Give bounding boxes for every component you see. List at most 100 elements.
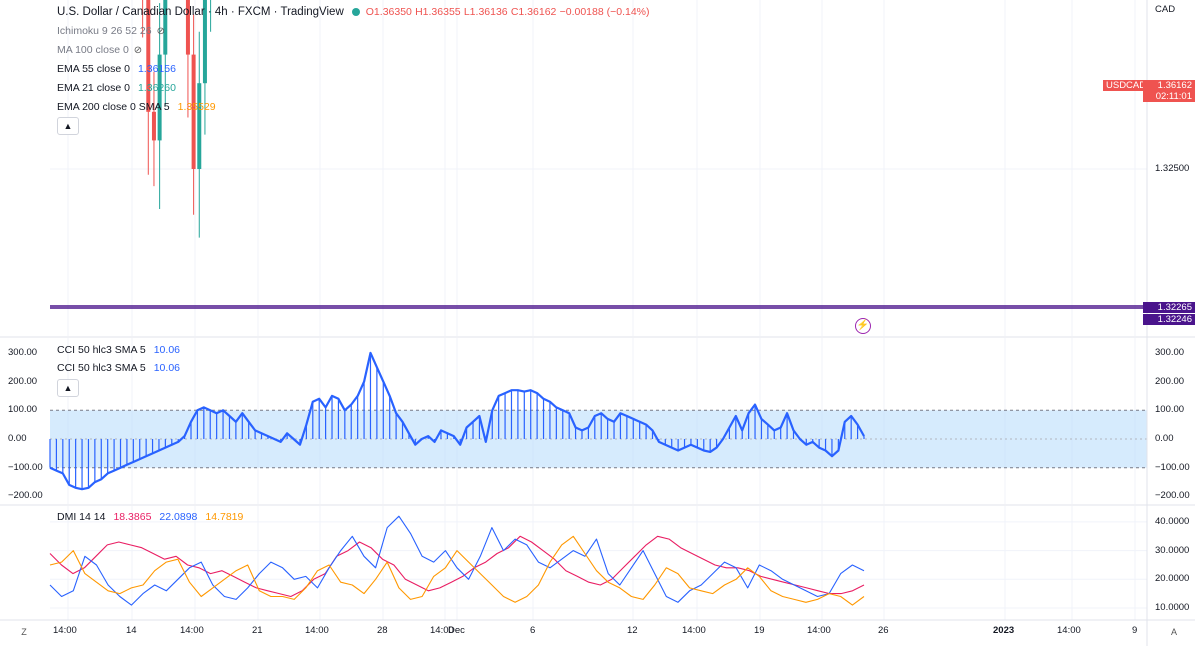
chart-header: U.S. Dollar / Canadian Dollar · 4h · FXC…: [57, 6, 650, 18]
collapse-legend-button[interactable]: ▲: [57, 117, 79, 135]
ohlc-high: H1.36355: [415, 6, 461, 18]
dmi-tick-label: 20.0000: [1155, 573, 1190, 585]
time-tick-label: 19: [754, 625, 765, 636]
legend-dmi-v1: 18.3865: [113, 511, 152, 523]
dmi-tick-label: 40.0000: [1155, 515, 1190, 527]
adx-line: [49, 535, 865, 598]
time-tick-label: 14:00: [180, 625, 204, 636]
symbol-title[interactable]: U.S. Dollar / Canadian Dollar · 4h · FXC…: [57, 6, 344, 18]
cci-tick-label: 200.00: [1155, 375, 1185, 387]
time-tick-label: 9: [1132, 625, 1138, 636]
legend-ma100[interactable]: MA 100 close 0 ⊘: [57, 44, 142, 56]
plus-di-line: [49, 515, 865, 606]
time-tick-label: 14:00: [682, 625, 706, 636]
legend-ichimoku[interactable]: Ichimoku 9 26 52 26 ⊘: [57, 25, 165, 37]
legend-ema21-value: 1.36260: [137, 82, 176, 94]
legend-ema200[interactable]: EMA 200 close 0 SMA 5 1.35529: [57, 101, 216, 113]
cci-tick-label: 0.00: [1155, 433, 1174, 444]
countdown-tag: 02:11:01: [1143, 91, 1195, 102]
ohlc-low: L1.36136: [463, 6, 508, 18]
time-tick-label: 28: [377, 625, 388, 636]
legend-ema200-label: EMA 200 close 0 SMA 5: [57, 101, 170, 113]
time-tick-label: 14:00: [807, 625, 831, 636]
cci-tick-label: 300.00: [1155, 346, 1185, 358]
legend-ema200-value: 1.35529: [177, 101, 216, 113]
grid-lines: [50, 0, 1147, 620]
cci-left-tick-label: 0.00: [8, 433, 27, 444]
dmi-tick-label: 10.0000: [1155, 602, 1190, 613]
candle-body: [185, 0, 190, 55]
ohlc-close: C1.36162: [510, 6, 557, 18]
ohlc-change: −0.00188 (−0.14%): [559, 6, 650, 18]
minus-di-line: [49, 535, 865, 606]
cci-left-tick-label: −200.00: [8, 490, 43, 502]
last-price-tag: 1.36162: [1143, 80, 1195, 91]
cci-tick-label: 100.00: [1155, 404, 1185, 416]
auto-scale-button[interactable]: A: [1170, 627, 1177, 637]
dmi-plot: [49, 515, 865, 606]
time-tick-label: 26: [878, 625, 889, 636]
cci-tick-label: −100.00: [1155, 461, 1190, 473]
symbol-tag: USDCAD: [1103, 80, 1149, 91]
price-tick-label: 1.32500: [1155, 163, 1190, 174]
legend-cci-2-label: CCI 50 hlc3 SMA 5: [57, 362, 146, 374]
candle-body: [146, 0, 151, 112]
hidden-eye-icon[interactable]: ⊘: [133, 45, 143, 56]
legend-ema55-label: EMA 55 close 0: [57, 63, 130, 75]
time-tick-label: 21: [252, 625, 263, 636]
market-status-icon: [351, 7, 360, 16]
time-tick-label: 14:00: [430, 625, 454, 636]
collapse-cci-legend-button[interactable]: ▲: [57, 379, 79, 397]
candle-body: [151, 111, 156, 141]
cci-tick-label: −200.00: [1155, 490, 1190, 502]
legend-cci-1-value: 10.06: [153, 344, 180, 356]
legend-dmi-v3: 14.7819: [205, 511, 244, 523]
legend-ema55-value: 1.36156: [137, 63, 176, 75]
legend-cci-2-value: 10.06: [153, 362, 180, 374]
candle-body: [157, 54, 162, 141]
cci-left-tick-label: 300.00: [8, 346, 38, 358]
time-tick-label: 14: [126, 625, 137, 636]
currency-label: CAD: [1155, 4, 1176, 15]
legend-ema21[interactable]: EMA 21 close 0 1.36260: [57, 82, 176, 94]
candle-body: [191, 54, 196, 169]
legend-ema55[interactable]: EMA 55 close 0 1.36156: [57, 63, 176, 75]
legend-dmi-v2: 22.0898: [159, 511, 198, 523]
cci-band: [50, 409, 1147, 469]
timezone-z-button[interactable]: Z: [21, 627, 27, 637]
cci-line: [49, 351, 865, 491]
candle-body: [202, 0, 207, 84]
legend-cci-2[interactable]: CCI 50 hlc3 SMA 5 10.06: [57, 362, 180, 374]
candle-body: [197, 83, 202, 169]
time-tick-label: 6: [530, 625, 536, 636]
legend-ichimoku-label: Ichimoku 9 26 52 26: [57, 25, 152, 37]
hidden-eye-icon[interactable]: ⊘: [156, 26, 165, 37]
candle-body: [163, 0, 168, 55]
cci-band-fill: [50, 410, 1147, 468]
time-tick-label: 2023: [993, 625, 1015, 636]
legend-dmi[interactable]: DMI 14 14 18.3865 22.0898 14.7819: [57, 511, 243, 523]
time-tick-label: Dec: [448, 625, 465, 636]
candles: [142, 0, 212, 238]
hline-tag-1: 1.32265: [1143, 302, 1195, 313]
legend-ma100-label: MA 100 close 0: [57, 44, 129, 56]
cci-left-tick-label: 100.00: [8, 404, 38, 416]
lightning-alert-icon[interactable]: ⚡: [855, 318, 871, 334]
time-tick-label: 14:00: [1057, 625, 1081, 636]
time-tick-label: 14:00: [53, 625, 77, 636]
time-tick-label: 12: [627, 625, 638, 636]
legend-ema21-label: EMA 21 close 0: [57, 82, 130, 94]
legend-cci-1-label: CCI 50 hlc3 SMA 5: [57, 344, 146, 356]
support-line: [50, 305, 1195, 309]
legend-cci-1[interactable]: CCI 50 hlc3 SMA 5 10.06: [57, 344, 180, 356]
hline-tag-2: 1.32246: [1143, 314, 1195, 325]
time-tick-label: 14:00: [305, 625, 329, 636]
cci-left-tick-label: −100.00: [8, 461, 43, 473]
cci-plot: [49, 351, 865, 491]
legend-dmi-label: DMI 14 14: [57, 511, 106, 523]
cci-left-tick-label: 200.00: [8, 375, 38, 387]
dmi-tick-label: 30.0000: [1155, 544, 1190, 556]
ohlc-open: O1.36350: [365, 6, 412, 18]
